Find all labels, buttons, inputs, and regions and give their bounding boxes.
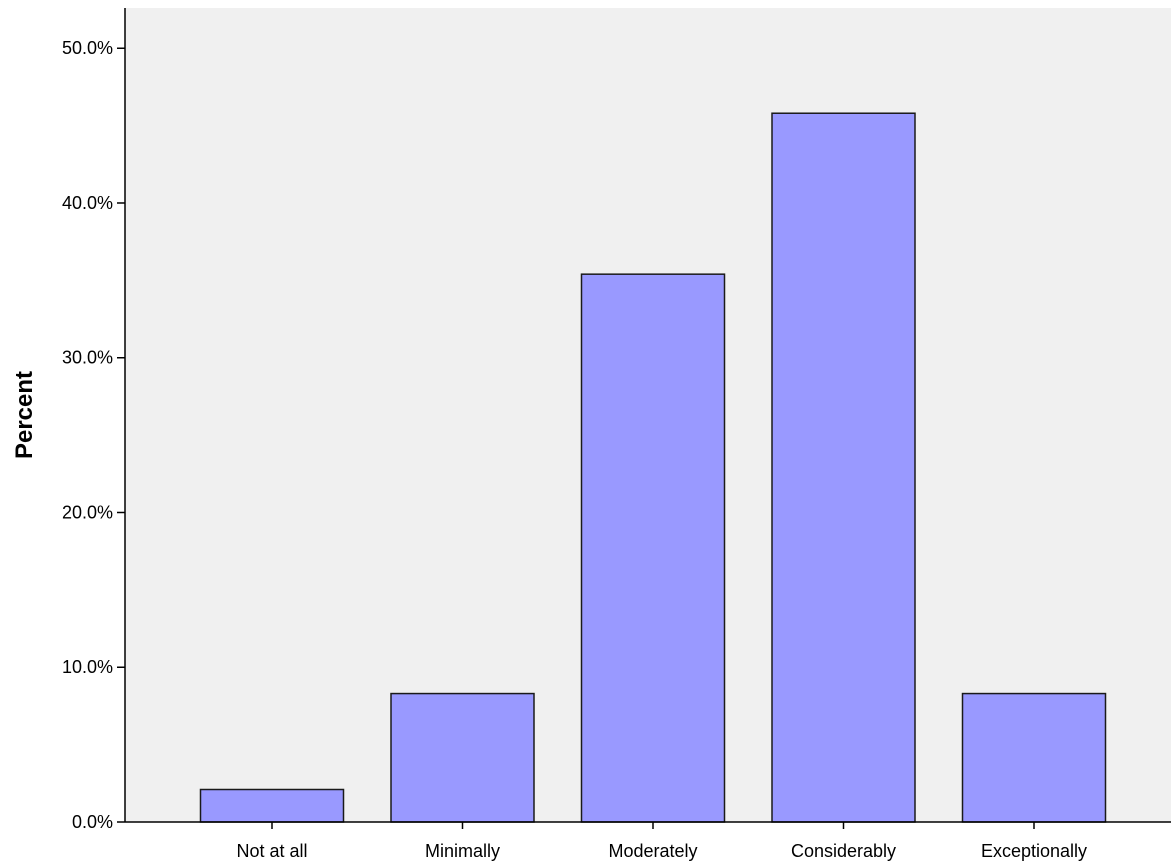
y-tick-label: 50.0% xyxy=(62,38,113,58)
y-tick-label: 0.0% xyxy=(72,812,113,832)
bar-moderately xyxy=(580,273,726,823)
x-tick-label: Exceptionally xyxy=(981,841,1087,861)
y-axis-ticks: 0.0% 10.0% 20.0% 30.0% 40.0% 50.0% xyxy=(62,38,125,832)
y-tick-label: 20.0% xyxy=(62,502,113,522)
y-tick-label: 30.0% xyxy=(62,348,113,368)
bars-group xyxy=(199,112,1107,823)
x-tick-label: Not at all xyxy=(236,841,307,861)
y-tick-label: 40.0% xyxy=(62,193,113,213)
y-axis-title: Percent xyxy=(11,371,38,459)
bar-exceptionally xyxy=(961,692,1107,823)
x-axis-ticks: Not at all Minimally Moderately Considerabl… xyxy=(236,822,1087,861)
bar-minimally xyxy=(390,692,535,823)
bar-considerably xyxy=(771,112,916,823)
bar-not-at-all xyxy=(199,788,345,823)
y-tick-label: 10.0% xyxy=(62,657,113,677)
x-tick-label: Moderately xyxy=(608,841,697,861)
x-tick-label: Minimally xyxy=(425,841,500,861)
x-tick-label: Considerably xyxy=(791,841,896,861)
